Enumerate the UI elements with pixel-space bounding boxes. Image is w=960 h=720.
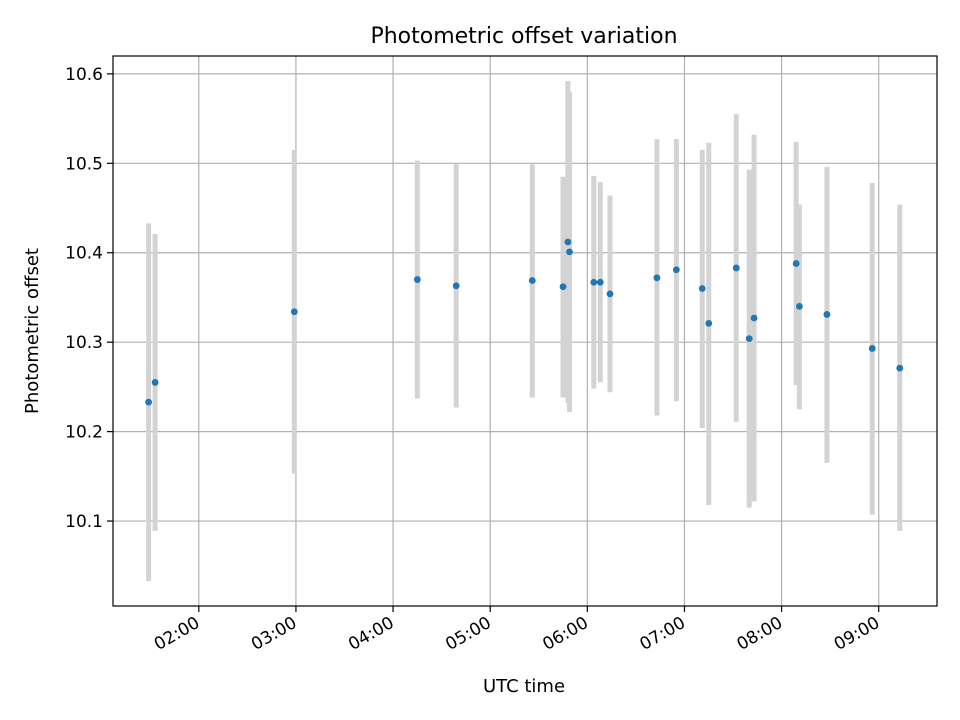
data-point (606, 290, 614, 298)
data-point (750, 314, 758, 322)
x-axis-label: UTC time (483, 676, 565, 697)
data-point (528, 277, 536, 284)
data-point (145, 398, 153, 406)
y-tick-label: 10.6 (65, 65, 103, 85)
grid-lines (113, 56, 937, 606)
chart-title: Photometric offset variation (370, 24, 677, 49)
plot-frame (112, 55, 938, 607)
data-point (795, 303, 803, 310)
data-point (745, 335, 753, 343)
data-point (868, 345, 876, 352)
data-point (823, 311, 831, 318)
data-point (590, 278, 598, 286)
data-point (151, 379, 159, 386)
y-tick-label: 10.2 (65, 423, 103, 443)
y-tick-label: 10.3 (65, 333, 103, 353)
data-point (559, 283, 567, 291)
data-points (145, 238, 904, 406)
data-point (672, 266, 680, 274)
data-point (452, 282, 460, 290)
data-point (596, 278, 604, 286)
data-point (896, 364, 904, 372)
data-point (705, 319, 713, 327)
data-point (564, 238, 572, 246)
y-axis-ticks: 10.1 10.2 10.3 10.4 10.5 10.6 (65, 65, 113, 532)
data-point (732, 264, 740, 272)
y-tick-label: 10.4 (65, 244, 103, 264)
data-point (290, 308, 298, 316)
data-point (653, 274, 661, 282)
y-tick-label: 10.1 (65, 512, 103, 532)
data-point (413, 276, 421, 283)
y-axis-label: Photometric offset (22, 248, 43, 414)
data-point (566, 248, 573, 256)
data-point (792, 260, 800, 267)
data-point (698, 285, 706, 292)
y-tick-label: 10.5 (65, 154, 103, 174)
